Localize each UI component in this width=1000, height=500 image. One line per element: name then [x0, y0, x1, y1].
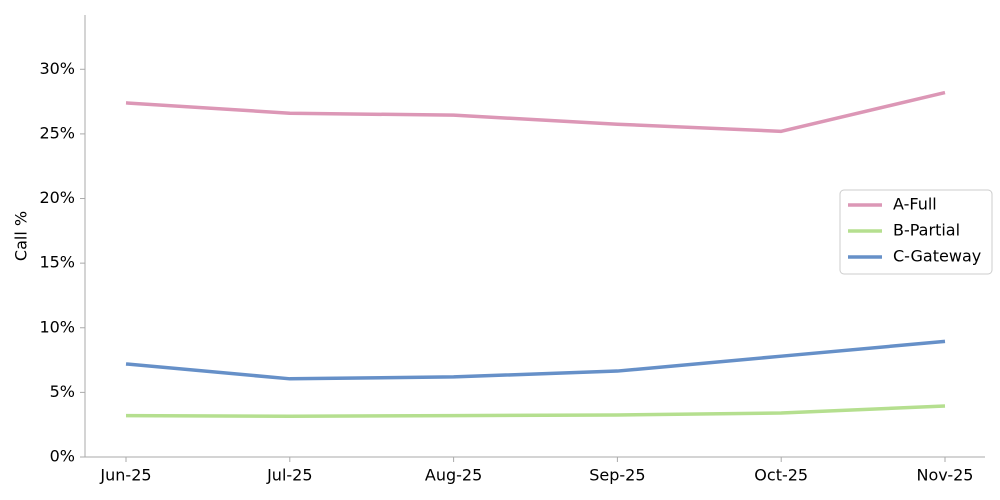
y-tick-label: 0%	[50, 447, 75, 466]
legend-label: B-Partial	[893, 221, 960, 240]
series-line	[125, 339, 946, 381]
y-tick-label: 25%	[39, 123, 75, 142]
y-tick-label: 30%	[39, 59, 75, 78]
x-tick-label: Aug-25	[425, 466, 482, 485]
series-line	[125, 90, 946, 134]
x-tick-label: Nov-25	[917, 466, 974, 485]
series-line	[125, 404, 946, 419]
x-tick-label: Jun-25	[99, 466, 151, 485]
x-tick-label: Jul-25	[266, 466, 312, 485]
y-tick-label: 5%	[50, 382, 75, 401]
legend-label: C-Gateway	[893, 247, 981, 266]
legend-label: A-Full	[893, 195, 937, 214]
legend-box	[839, 189, 993, 275]
x-tick-label: Sep-25	[589, 466, 645, 485]
y-tick-label: 20%	[39, 188, 75, 207]
y-tick-label: 10%	[39, 317, 75, 336]
x-tick-label: Oct-25	[754, 466, 808, 485]
y-axis-label: Call %	[12, 211, 31, 261]
y-tick-label: 15%	[39, 253, 75, 272]
